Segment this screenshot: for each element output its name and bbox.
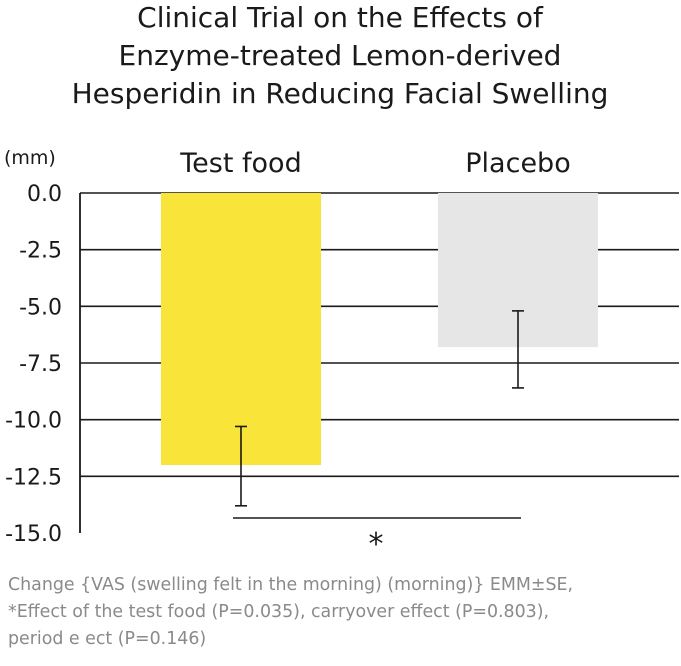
category-label: Placebo [465, 148, 570, 179]
figure-caption: Change {VAS (swelling felt in the mornin… [8, 575, 573, 649]
significance-asterisk: * [369, 527, 384, 562]
error-bars [235, 310, 524, 507]
category-label: Test food [179, 148, 301, 179]
chart-title-line: Clinical Trial on the Effects of [137, 1, 544, 34]
chart-title-line: Enzyme-treated Lemon-derived [119, 39, 562, 72]
bar-test-food [161, 193, 321, 465]
y-tick-label: -12.5 [5, 465, 62, 490]
chart-title-line: Hesperidin in Reducing Facial Swelling [72, 77, 609, 110]
y-tick-label: -5.0 [19, 295, 62, 320]
y-tick-label: -7.5 [19, 352, 62, 377]
bar-chart: Clinical Trial on the Effects of Enzyme-t… [4, 1, 679, 562]
chart-title: Clinical Trial on the Effects of Enzyme-t… [72, 1, 609, 110]
y-axis-unit-label: (mm) [4, 147, 56, 169]
y-tick-label: -15.0 [5, 522, 62, 547]
y-tick-label: -10.0 [5, 409, 62, 434]
bars [161, 193, 598, 465]
significance-marker: * [233, 517, 521, 562]
y-tick-labels: 0.0 -2.5 -5.0 -7.5 -10.0 -12.5 -15.0 [5, 182, 62, 547]
y-tick-label: 0.0 [27, 182, 62, 207]
y-tick-label: -2.5 [19, 239, 62, 264]
category-labels: Test food Placebo [179, 148, 570, 179]
